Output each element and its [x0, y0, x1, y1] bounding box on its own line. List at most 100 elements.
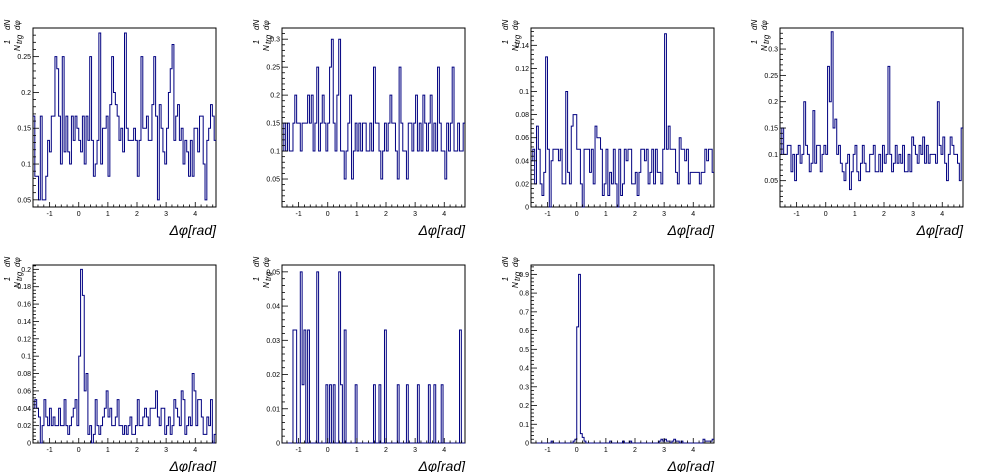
y-tick-label: 0.04 — [266, 304, 280, 311]
y-title-one: 1 — [750, 40, 759, 44]
x-tick-label: 4 — [193, 211, 197, 218]
histogram-panel-3: -1 0 1 2 3 4 0 0.02 0.04 0.06 0.08 0.1 0.12 0.14 Δφ[ra… — [501, 20, 715, 238]
y-tick-label: 0.05 — [266, 177, 280, 184]
x-tick-label: 2 — [633, 447, 637, 454]
x-tick-label: 1 — [853, 211, 857, 218]
x-tick-label: 4 — [691, 447, 695, 454]
y-title-dN: dN — [252, 20, 261, 30]
y-title-trg: trg — [513, 271, 522, 281]
x-tick-label: 0 — [77, 211, 81, 218]
y-title-dphi: dφ — [13, 257, 22, 267]
x-tick-label: 1 — [604, 211, 608, 218]
y-title-trg: trg — [762, 34, 771, 44]
y-tick-label: 0 — [525, 205, 529, 212]
y-title-trg: trg — [15, 271, 24, 281]
x-tick-label: 4 — [193, 447, 197, 454]
x-axis-title: Δφ[rad] — [168, 222, 217, 238]
y-tick-label: 0.16 — [17, 302, 31, 309]
x-tick-label: -1 — [545, 447, 551, 454]
x-axis-title: Δφ[rad] — [417, 222, 466, 238]
plot-frame — [32, 27, 217, 208]
y-tick-label: 0.2 — [270, 93, 280, 100]
y-title-dphi: dφ — [262, 20, 271, 30]
y-title-one: 1 — [501, 40, 510, 44]
x-tick-label: -1 — [296, 211, 302, 218]
x-axis-title: Δφ[rad] — [915, 222, 964, 238]
y-tick-label: 0.1 — [270, 149, 280, 156]
plot-frame — [32, 264, 217, 444]
y-title-dN: dN — [501, 257, 510, 267]
y-title-N: N — [262, 282, 271, 288]
y-title-dN: dN — [501, 20, 510, 30]
y-tick-label: 0.3 — [270, 37, 280, 44]
x-tick-label: 3 — [662, 211, 666, 218]
plot-frame — [530, 264, 715, 444]
x-tick-label: 2 — [384, 447, 388, 454]
y-tick-label: 0.18 — [17, 284, 31, 291]
x-tick-label: 0 — [575, 211, 579, 218]
y-title-dphi: dφ — [760, 20, 769, 30]
y-tick-label: 0.6 — [519, 328, 529, 335]
y-tick-label: 0.08 — [515, 112, 529, 119]
y-title-trg: trg — [15, 34, 24, 44]
histogram-series-line — [282, 38, 465, 180]
y-tick-label: 0.1 — [519, 422, 529, 429]
y-tick-label: 0.15 — [266, 121, 280, 128]
y-tick-label: 0.02 — [515, 181, 529, 188]
y-tick-label: 0.06 — [17, 388, 31, 395]
x-tick-label: 1 — [106, 447, 110, 454]
histogram-panel-2: -1 0 1 2 3 40.050.10.150.20.250.3Δφ[rad]1Ntrg… — [252, 20, 466, 238]
y-tick-label: 0 — [525, 441, 529, 448]
x-tick-label: 1 — [355, 447, 359, 454]
y-tick-label: 0.2 — [21, 90, 31, 97]
x-tick-label: -1 — [47, 211, 53, 218]
histogram-series-line — [33, 32, 216, 201]
y-tick-label: 0.05 — [17, 197, 31, 204]
y-tick-label: 0.12 — [515, 66, 529, 73]
x-tick-label: 0 — [77, 447, 81, 454]
y-title-trg: trg — [264, 271, 273, 281]
y-title-N: N — [511, 45, 520, 51]
plot-frame — [779, 27, 964, 208]
x-tick-label: -1 — [47, 447, 53, 454]
y-title-dphi: dφ — [511, 257, 520, 267]
x-tick-label: 1 — [604, 447, 608, 454]
x-tick-label: -1 — [296, 447, 302, 454]
y-tick-label: 0.04 — [515, 158, 529, 165]
y-tick-label: 0.3 — [519, 384, 529, 391]
y-tick-label: 0.05 — [266, 269, 280, 276]
y-tick-label: 0.15 — [17, 126, 31, 133]
x-tick-label: 0 — [575, 447, 579, 454]
y-title-N: N — [262, 45, 271, 51]
y-tick-label: 0.05 — [764, 178, 778, 185]
x-axis-title: Δφ[rad] — [168, 458, 217, 472]
y-tick-label: 0.1 — [519, 89, 529, 96]
x-tick-label: 0 — [824, 211, 828, 218]
y-tick-label: 0.03 — [266, 338, 280, 345]
y-title-N: N — [511, 282, 520, 288]
y-tick-label: 0.8 — [519, 291, 529, 298]
x-tick-label: 1 — [355, 211, 359, 218]
x-tick-label: 2 — [135, 447, 139, 454]
y-title-N: N — [13, 282, 22, 288]
y-tick-label: 0.4 — [519, 366, 529, 373]
x-tick-label: 4 — [442, 211, 446, 218]
histogram-series-line — [531, 33, 714, 208]
x-tick-label: 2 — [882, 211, 886, 218]
y-tick-label: 0.9 — [519, 272, 529, 279]
y-title-trg: trg — [264, 34, 273, 44]
x-tick-label: 2 — [633, 211, 637, 218]
histogram-panel-6: -1 0 1 2 3 400.010.020.030.040.05Δφ[rad]1Ntrg… — [252, 257, 466, 472]
y-title-dphi: dφ — [13, 20, 22, 30]
histogram-panel-5: -1 0 1 2 3 4 0 0.02 0.04 0.06 0.08 0.1 0.12 0.14 0.16 0… — [3, 257, 217, 472]
y-tick-label: 0.1 — [768, 152, 778, 159]
x-tick-label: 3 — [164, 211, 168, 218]
y-tick-label: 0.14 — [17, 319, 31, 326]
y-tick-label: 0.01 — [266, 406, 280, 413]
x-axis-title: Δφ[rad] — [417, 458, 466, 472]
histogram-series-line — [33, 268, 216, 444]
